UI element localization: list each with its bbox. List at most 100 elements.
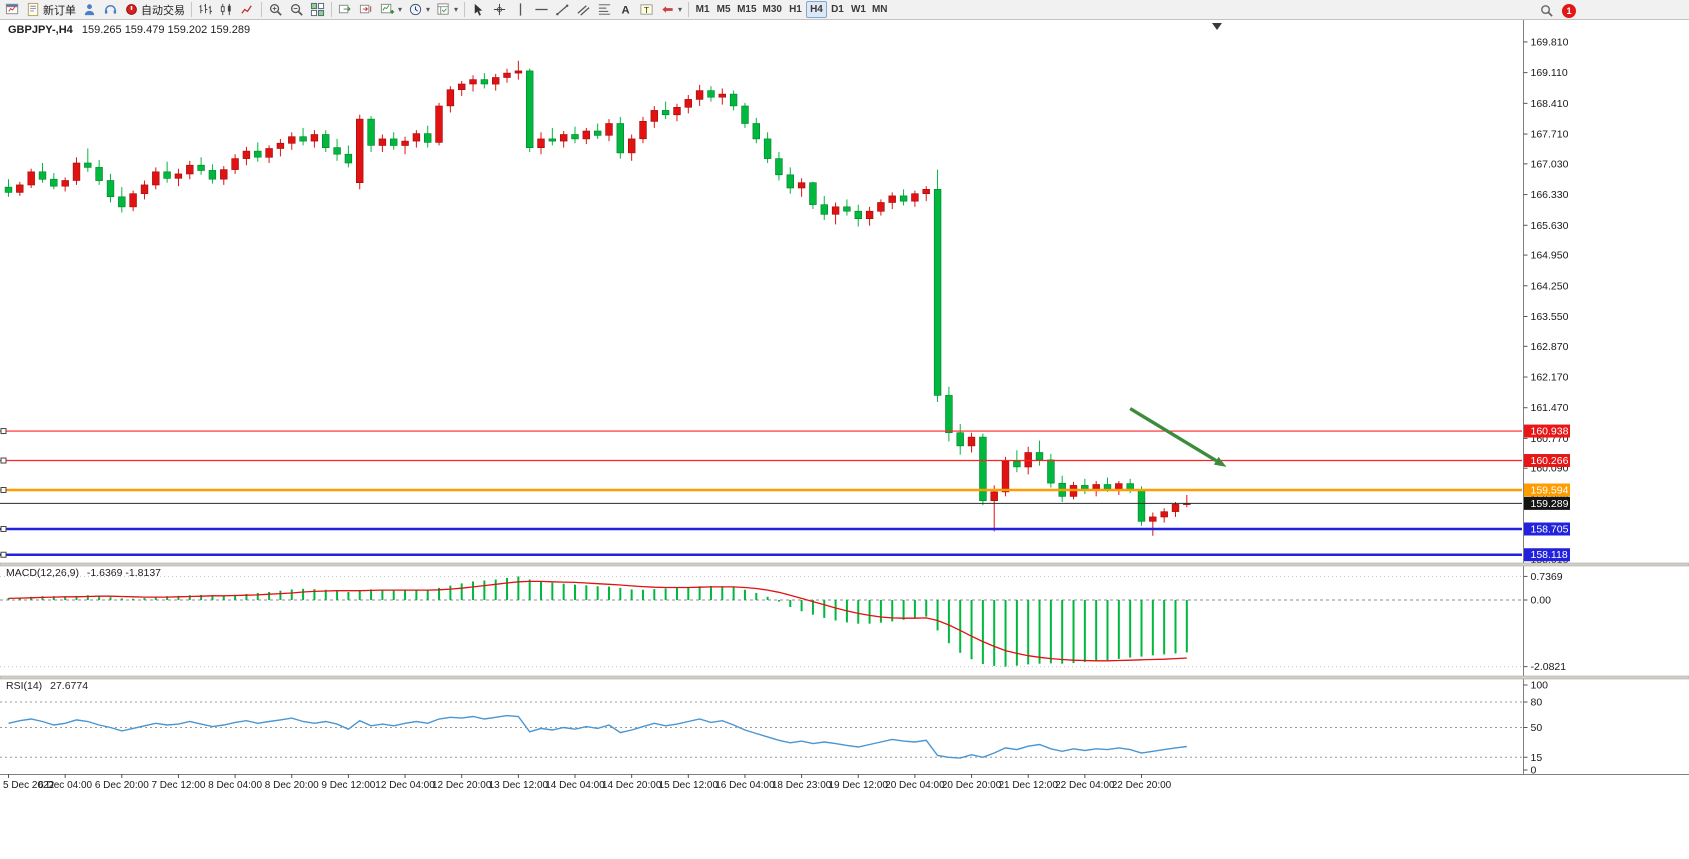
toolbar-separator bbox=[464, 2, 466, 17]
horizontal-line-button[interactable] bbox=[531, 1, 552, 18]
order-icon bbox=[26, 2, 41, 17]
channel-icon bbox=[576, 2, 591, 17]
svg-text:6 Dec 20:00: 6 Dec 20:00 bbox=[95, 780, 149, 791]
bars-icon bbox=[198, 2, 213, 17]
zoomout-icon bbox=[289, 2, 304, 17]
auto-trading-label: 自动交易 bbox=[141, 4, 185, 17]
market-watch-button[interactable] bbox=[79, 1, 100, 18]
price-scale[interactable] bbox=[1523, 20, 1689, 774]
chartwin-icon bbox=[5, 2, 20, 17]
text-button[interactable]: A bbox=[615, 1, 636, 18]
price-tag-160.266 bbox=[1524, 454, 1570, 468]
fibonacci-retracement-button[interactable] bbox=[594, 1, 615, 18]
level-line-handle[interactable] bbox=[0, 428, 7, 435]
candles-icon bbox=[219, 2, 234, 17]
tf-m30-button[interactable]: M30 bbox=[760, 1, 785, 18]
rsi-name: RSI(14) bbox=[6, 680, 43, 692]
search-icon bbox=[1539, 3, 1554, 18]
tf-m15-button[interactable]: M15 bbox=[734, 1, 759, 18]
svg-text:50: 50 bbox=[1531, 722, 1543, 734]
toolbar: 新订单 自动交易 ▾ ▾ ▾ A T ▾ M1 M5 M15 M30 H1 H4 D1 W1 MN 1 bbox=[0, 0, 1689, 20]
new-chart-button[interactable] bbox=[2, 1, 23, 18]
tf-h1-label: H1 bbox=[789, 4, 802, 15]
level-line-handle[interactable] bbox=[0, 487, 7, 494]
svg-text:0.7369: 0.7369 bbox=[1531, 571, 1563, 583]
svg-text:19 Dec 12:00: 19 Dec 12:00 bbox=[829, 780, 889, 791]
crosshair-button[interactable] bbox=[489, 1, 510, 18]
dropdown-caret-icon[interactable]: ▾ bbox=[398, 4, 403, 14]
auto-trading-button[interactable]: 自动交易 bbox=[121, 1, 188, 18]
cursor-button[interactable] bbox=[468, 1, 489, 18]
price-tag-158.118 bbox=[1524, 548, 1570, 562]
search-button[interactable] bbox=[1536, 2, 1557, 19]
chart-shift-button[interactable] bbox=[356, 1, 377, 18]
trendline-button[interactable] bbox=[552, 1, 573, 18]
tf-m5-button[interactable]: M5 bbox=[713, 1, 734, 18]
svg-text:158.118: 158.118 bbox=[1531, 549, 1568, 561]
data-window-button[interactable] bbox=[100, 1, 121, 18]
toolbar-right-cluster: 1 bbox=[1536, 2, 1576, 19]
template-icon bbox=[436, 2, 451, 17]
svg-text:7 Dec 12:00: 7 Dec 12:00 bbox=[151, 780, 205, 791]
headset-icon bbox=[103, 2, 118, 17]
svg-text:159.594: 159.594 bbox=[1531, 485, 1569, 497]
svg-text:0.00: 0.00 bbox=[1531, 595, 1552, 607]
text-label-button[interactable]: T bbox=[636, 1, 657, 18]
svg-text:14 Dec 20:00: 14 Dec 20:00 bbox=[602, 780, 662, 791]
dropdown-caret-icon[interactable]: ▾ bbox=[454, 4, 459, 14]
new-order-button[interactable]: 新订单 bbox=[23, 1, 79, 18]
tf-h4-button[interactable]: H4 bbox=[805, 1, 827, 18]
shift-icon bbox=[359, 2, 374, 17]
level-line-handle[interactable] bbox=[0, 457, 7, 464]
tf-mn-button[interactable]: MN bbox=[869, 1, 891, 18]
trend-arrow-annotation[interactable] bbox=[1129, 407, 1227, 467]
dropdown-caret-icon[interactable]: ▾ bbox=[678, 4, 683, 14]
vline-icon bbox=[513, 2, 528, 17]
svg-text:162.870: 162.870 bbox=[1531, 341, 1569, 353]
toolbar-separator bbox=[688, 2, 690, 17]
tf-h1-button[interactable]: H1 bbox=[785, 1, 806, 18]
candlestick-chart-button[interactable] bbox=[216, 1, 237, 18]
tf-d1-label: D1 bbox=[831, 4, 844, 15]
dropdown-caret-icon[interactable]: ▾ bbox=[426, 4, 431, 14]
splitter-main-macd[interactable] bbox=[0, 562, 1689, 567]
tf-d1-button[interactable]: D1 bbox=[827, 1, 848, 18]
candles[interactable] bbox=[4, 60, 1191, 536]
indicators-button[interactable]: ▾ bbox=[377, 1, 405, 18]
tf-w1-button[interactable]: W1 bbox=[848, 1, 869, 18]
notification-badge[interactable]: 1 bbox=[1562, 3, 1576, 18]
periods-button[interactable]: ▾ bbox=[405, 1, 433, 18]
svg-text:15 Dec 12:00: 15 Dec 12:00 bbox=[659, 780, 719, 791]
linechart-icon bbox=[240, 2, 255, 17]
tf-m1-button[interactable]: M1 bbox=[692, 1, 713, 18]
level-line-handle[interactable] bbox=[0, 525, 7, 532]
tile-windows-button[interactable] bbox=[307, 1, 328, 18]
chart-shift-marker-icon[interactable] bbox=[1212, 23, 1222, 30]
tf-w1-label: W1 bbox=[850, 4, 866, 15]
price-tag-159.594 bbox=[1524, 483, 1570, 497]
person-icon bbox=[82, 2, 97, 17]
svg-text:159.289: 159.289 bbox=[1531, 498, 1569, 510]
arrow-objects-button[interactable]: ▾ bbox=[657, 1, 685, 18]
svg-text:162.170: 162.170 bbox=[1531, 372, 1569, 384]
tf-m15-label: M15 bbox=[737, 4, 757, 15]
line-chart-button[interactable] bbox=[237, 1, 258, 18]
svg-text:8 Dec 20:00: 8 Dec 20:00 bbox=[265, 780, 319, 791]
new-order-label: 新订单 bbox=[43, 4, 76, 17]
auto-scroll-button[interactable] bbox=[335, 1, 356, 18]
equidistant-channel-button[interactable] bbox=[573, 1, 594, 18]
svg-text:-2.0821: -2.0821 bbox=[1531, 661, 1567, 673]
zoom-out-button[interactable] bbox=[286, 1, 307, 18]
zoom-in-button[interactable] bbox=[265, 1, 286, 18]
vertical-line-button[interactable] bbox=[510, 1, 531, 18]
level-line-handle[interactable] bbox=[0, 551, 7, 558]
templates-button[interactable]: ▾ bbox=[433, 1, 461, 18]
splitter-macd-rsi[interactable] bbox=[0, 675, 1689, 680]
svg-text:6 Dec 04:00: 6 Dec 04:00 bbox=[38, 780, 92, 791]
svg-text:22 Dec 04:00: 22 Dec 04:00 bbox=[1055, 780, 1115, 791]
svg-text:9 Dec 12:00: 9 Dec 12:00 bbox=[321, 780, 375, 791]
bar-chart-button[interactable] bbox=[195, 1, 216, 18]
time-scale[interactable] bbox=[0, 774, 1689, 796]
labelT-icon: T bbox=[639, 2, 654, 17]
